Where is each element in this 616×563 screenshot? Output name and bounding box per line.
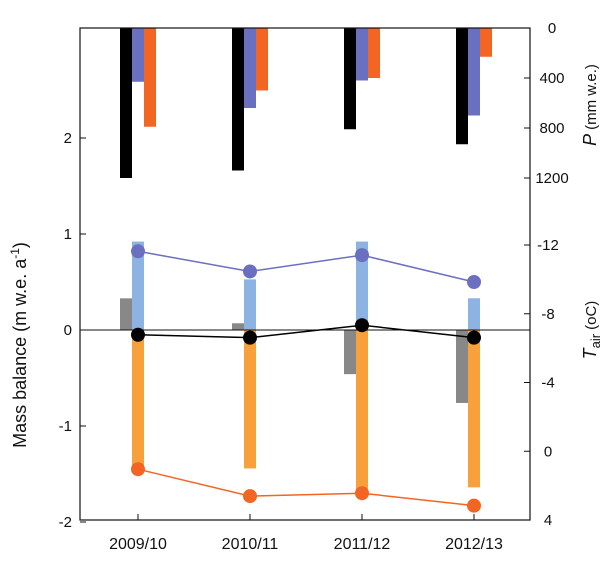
mb-point-0-3 bbox=[467, 275, 481, 289]
temp-axis-label: Tair (oC) bbox=[580, 301, 603, 360]
mb-point-1-2 bbox=[355, 318, 369, 333]
temp-bar-1-0 bbox=[132, 330, 144, 472]
x-category-label-0: 2009/10 bbox=[109, 536, 167, 553]
mb-point-2-2 bbox=[355, 486, 369, 501]
precip-bar-1-2 bbox=[356, 28, 368, 81]
left-tick-label-3: 1 bbox=[64, 226, 72, 243]
precip-bar-0-2 bbox=[344, 28, 356, 130]
left-axis-label: Mass balance (m w.e. a-1) bbox=[8, 242, 30, 448]
mb-bar-0-3 bbox=[456, 330, 468, 403]
axes-layer bbox=[79, 27, 531, 521]
temp-tick-label-4: 4 bbox=[544, 512, 552, 529]
precip-tick-label-0: 0 bbox=[548, 20, 556, 37]
temp-bar-1-1 bbox=[244, 330, 256, 469]
temp-bar-0-2 bbox=[356, 241, 368, 330]
left-axis-label-text: Mass balance (m w.e. a bbox=[10, 258, 30, 448]
mb-bar-0-0 bbox=[120, 298, 132, 330]
precip-bar-2-1 bbox=[256, 28, 268, 91]
mb-point-0-0 bbox=[131, 244, 145, 259]
mb-point-0-2 bbox=[355, 248, 369, 263]
left-axis-label-sup: -1 bbox=[8, 248, 22, 259]
x-category-label-1: 2010/11 bbox=[222, 536, 279, 553]
mb-point-1-1 bbox=[243, 330, 257, 345]
mb-point-2-0 bbox=[131, 462, 145, 477]
left-tick-label-0: -2 bbox=[59, 514, 72, 531]
temp-tick-label-2: -4 bbox=[541, 375, 554, 392]
precip-tick-label-3: 1200 bbox=[535, 170, 568, 187]
mb-point-2-1 bbox=[243, 489, 257, 504]
precip-bar-2-3 bbox=[480, 28, 492, 57]
left-tick-label-2: 0 bbox=[64, 322, 72, 339]
precip-bar-1-3 bbox=[468, 28, 480, 116]
temp-bar-1-3 bbox=[468, 330, 480, 488]
left-tick-label-4: 2 bbox=[64, 130, 72, 147]
precip-axis-label: P (mm w.e.) bbox=[580, 64, 600, 146]
x-category-label-3: 2012/13 bbox=[445, 536, 503, 553]
precip-axis-units: (mm w.e.) bbox=[583, 64, 600, 130]
labels-layer: Mass balance (m w.e. a-1) P(mm w.e.) Tai… bbox=[8, 64, 603, 448]
temp-bar-0-1 bbox=[244, 279, 256, 330]
lines-layer bbox=[80, 244, 530, 513]
temp-axis-symbol: T bbox=[580, 346, 600, 359]
precip-bar-1-1 bbox=[244, 28, 256, 108]
mb-point-1-3 bbox=[467, 330, 481, 345]
temp-axis-sub: air bbox=[588, 333, 603, 348]
precip-axis-symbol: P bbox=[580, 134, 600, 146]
left-axis-label-close: ) bbox=[10, 242, 30, 248]
left-tick-label-1: -1 bbox=[59, 418, 72, 435]
precip-tick-label-1: 400 bbox=[539, 70, 564, 87]
mb-point-1-0 bbox=[131, 327, 145, 342]
mb-line-0 bbox=[137, 250, 475, 283]
mb-point-2-3 bbox=[467, 498, 481, 513]
bars-layer bbox=[120, 28, 492, 493]
temp-bar-1-2 bbox=[356, 330, 368, 493]
precip-bar-1-0 bbox=[132, 28, 144, 82]
temp-tick-label-3: 0 bbox=[544, 443, 552, 460]
mb-point-0-1 bbox=[243, 264, 257, 279]
temp-bar-0-3 bbox=[468, 298, 480, 330]
mb-bar-0-1 bbox=[232, 323, 244, 330]
temp-bar-0-0 bbox=[132, 241, 144, 330]
precip-bar-0-3 bbox=[456, 28, 468, 145]
ticks-layer: -2 -1 0 1 2 0 400 800 1200 -12 -8 -4 0 4 2009/10 2010/1… bbox=[59, 20, 569, 553]
precip-bar-0-0 bbox=[120, 28, 132, 178]
temp-axis-units: (oC) bbox=[583, 301, 600, 330]
x-category-label-2: 2011/12 bbox=[334, 536, 391, 553]
precip-bar-0-1 bbox=[232, 28, 244, 171]
precip-bar-2-0 bbox=[144, 28, 156, 127]
mb-line-2 bbox=[137, 468, 475, 507]
precip-bar-2-2 bbox=[368, 28, 380, 78]
temp-tick-label-0: -12 bbox=[537, 237, 559, 254]
precip-tick-label-2: 800 bbox=[539, 120, 564, 137]
plot-frame bbox=[79, 27, 531, 521]
mb-bar-0-2 bbox=[344, 330, 356, 375]
temp-tick-label-1: -8 bbox=[541, 306, 554, 323]
mb-line-1 bbox=[137, 324, 475, 339]
